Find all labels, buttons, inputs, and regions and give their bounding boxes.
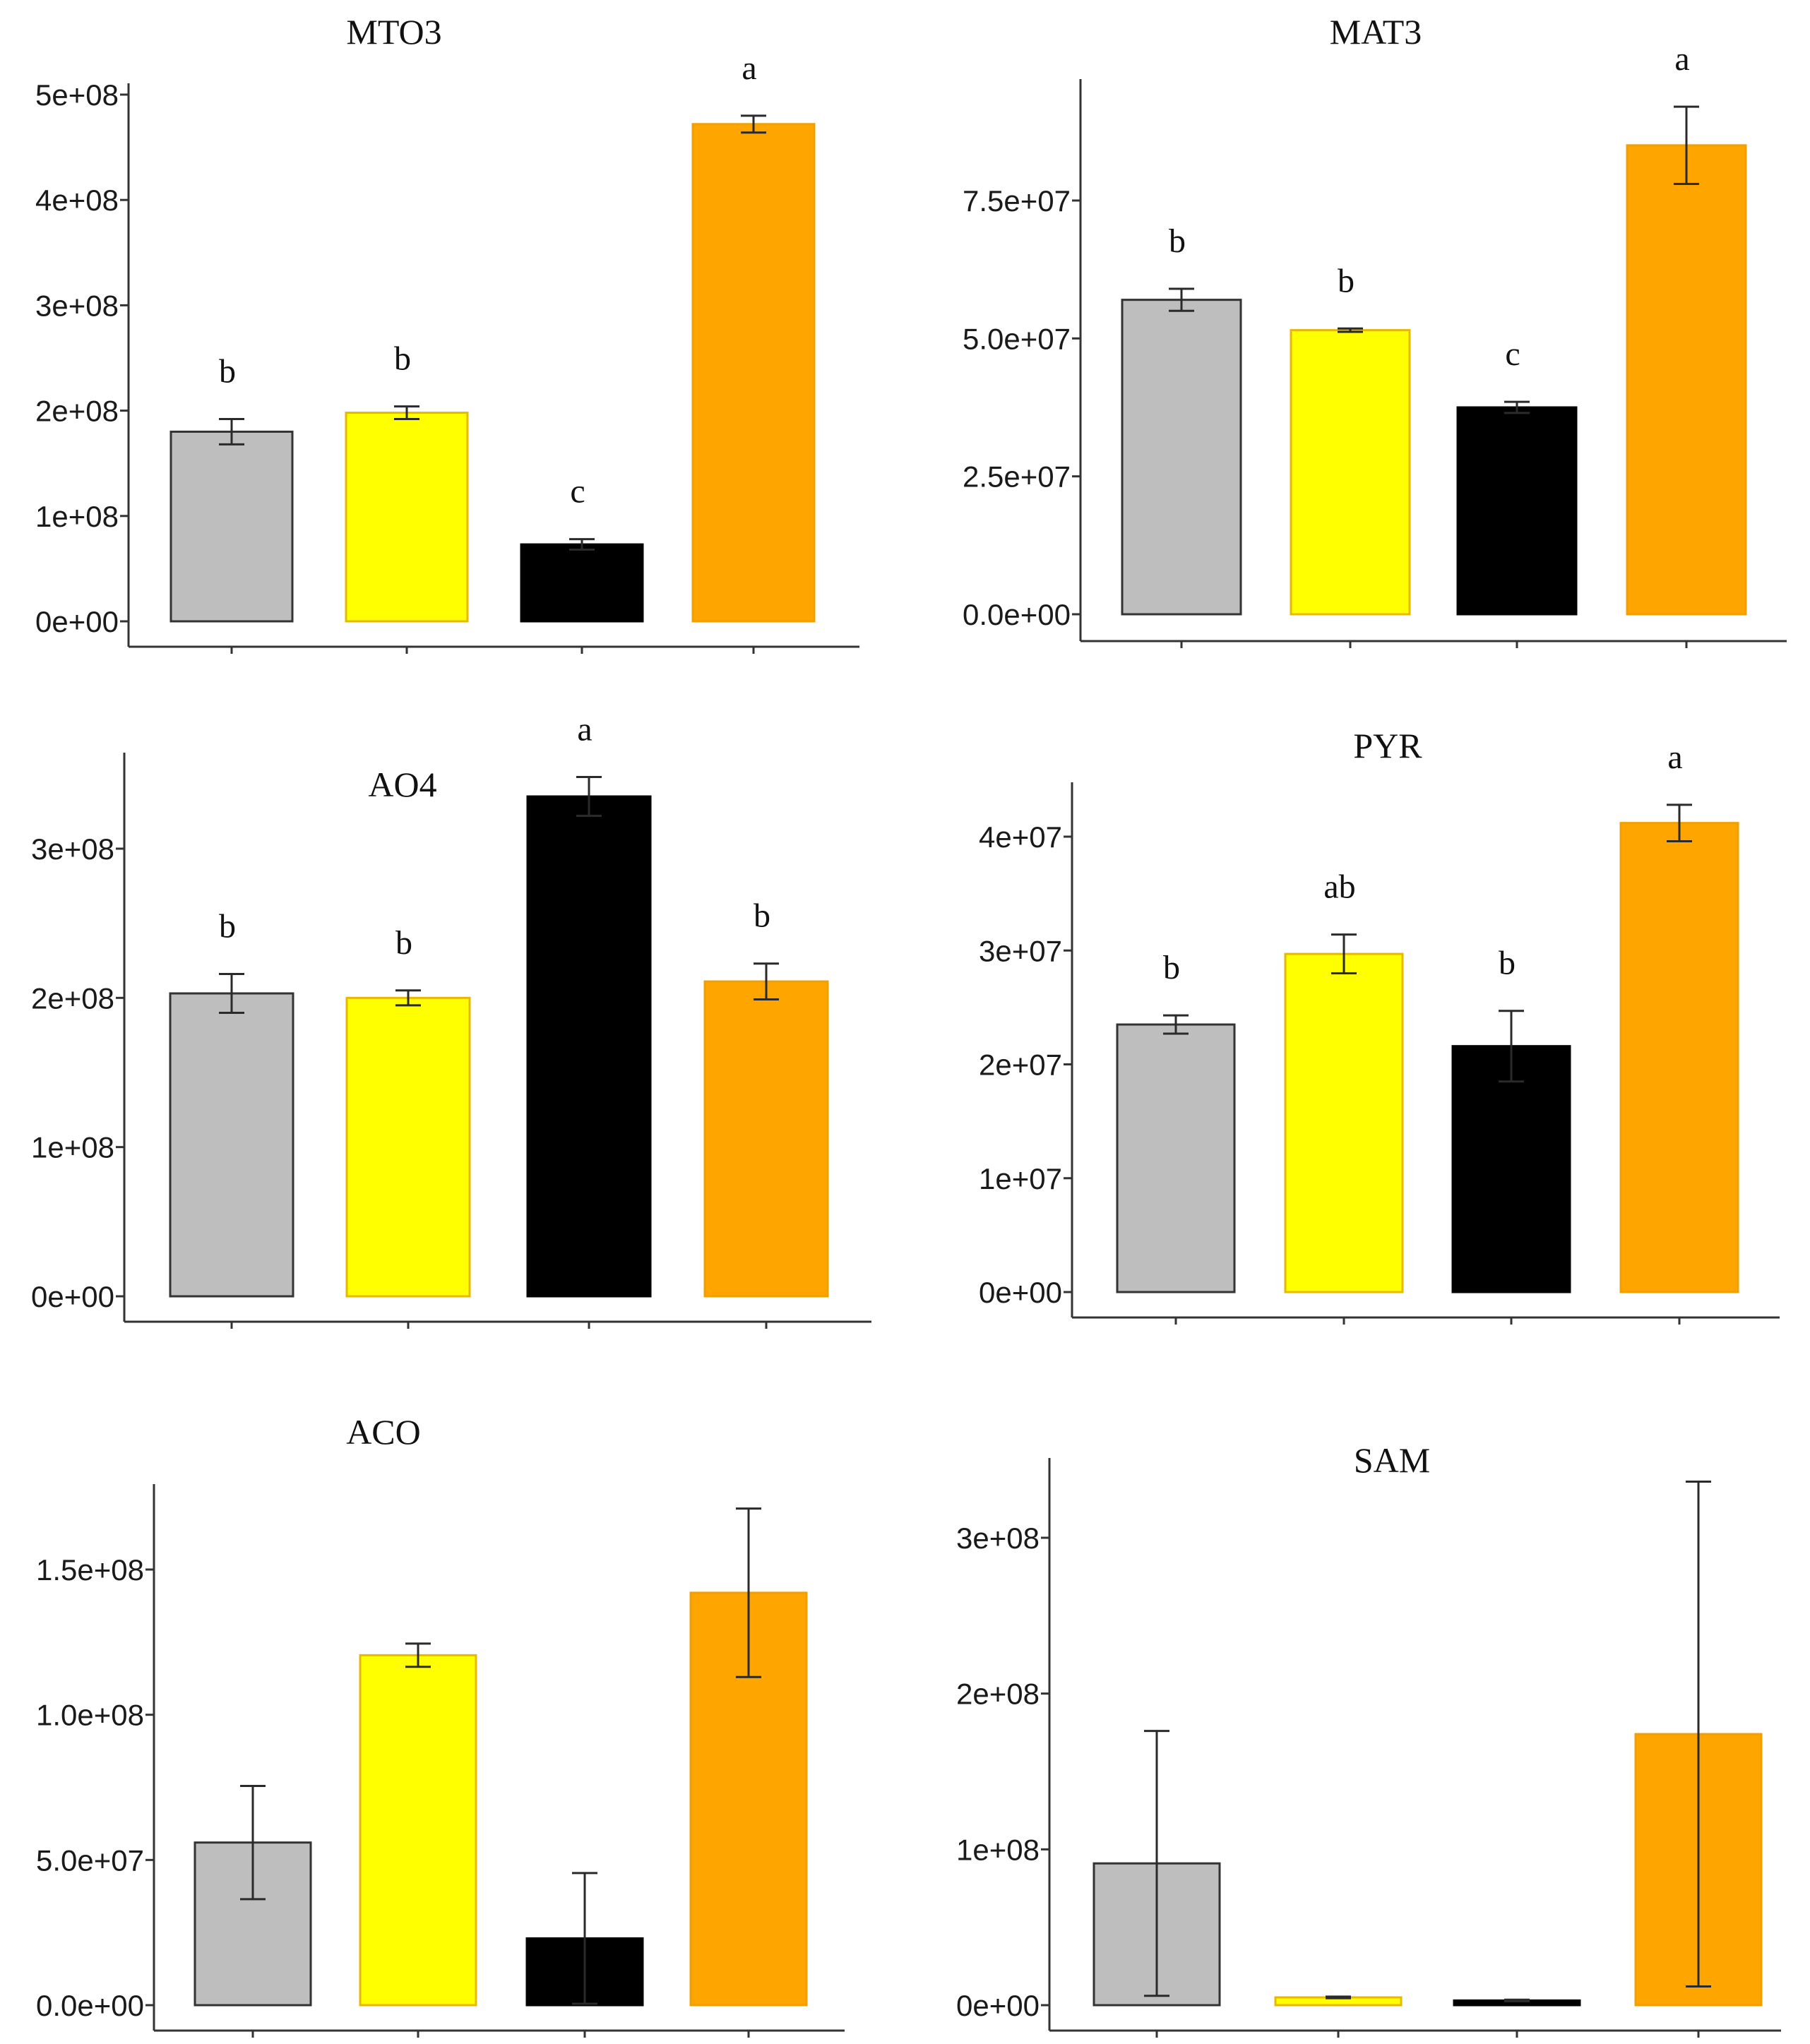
y-tick-label: 2e+08 [35, 395, 119, 428]
chart-panel-aco: ACO 0.0e+00 5.0e+07 1.0e+08 1.5e+08 [36, 1412, 845, 2038]
bar-2 [1290, 329, 1411, 616]
y-tick-label: 3e+08 [35, 289, 119, 322]
y-tick-label: 4e+08 [35, 184, 119, 217]
significance-label: b [754, 897, 770, 935]
chart-title: AO4 [368, 765, 436, 804]
significance-label: a [1674, 40, 1689, 78]
y-tick-label: 0.0e+00 [36, 1989, 144, 2022]
chart-panel-sam: SAM 0e+00 1e+08 2e+08 3e+08 [956, 1440, 1781, 2038]
chart-title: ACO [346, 1412, 421, 1452]
chart-title: SAM [1354, 1440, 1430, 1480]
y-tick-label: 3e+08 [956, 1522, 1040, 1555]
y-tick-label: 0e+00 [31, 1280, 114, 1313]
y-tick-label: 3e+08 [31, 832, 114, 866]
bar-3 [526, 795, 652, 1298]
chart-panel-ao4: AO4 0e+00 1e+08 2e+08 3e+08 b b a b [31, 711, 871, 1329]
bar-1 [169, 992, 294, 1298]
y-tick-label: 5e+08 [35, 78, 119, 112]
bar-2 [359, 1654, 477, 2007]
significance-label: b [219, 908, 236, 945]
chart-panel-pyr: PYR 0e+00 1e+07 2e+07 3e+07 4e+07 b ab b a [979, 726, 1780, 1325]
bar-3 [1456, 406, 1578, 616]
significance-label: ab [1323, 868, 1355, 906]
significance-label: b [395, 924, 412, 962]
y-tick-label: 1.5e+08 [36, 1553, 144, 1586]
significance-label: b [219, 353, 236, 390]
y-tick-label: 1e+08 [956, 1833, 1040, 1866]
y-tick-label: 3e+07 [979, 934, 1062, 967]
chart-panel-mto3: MTO3 0e+00 1e+08 2e+08 3e+08 4e+08 5e+08 b b c a [35, 12, 859, 654]
y-tick-label: 7.5e+07 [963, 184, 1071, 217]
bar-2 [345, 996, 471, 1298]
chart-panel-mat3: MAT3 0.0e+00 2.5e+07 5.0e+07 7.5e+07 b b c a [963, 12, 1787, 648]
chart-title: MAT3 [1330, 12, 1422, 52]
significance-label: a [577, 711, 592, 748]
y-tick-label: 5.0e+07 [36, 1843, 144, 1877]
bar-4 [1619, 822, 1739, 1293]
significance-label: a [742, 49, 756, 87]
bar-3 [1451, 1045, 1571, 1293]
y-tick-label: 2e+08 [31, 981, 114, 1015]
chart-title: PYR [1353, 726, 1422, 765]
y-tick-label: 2e+08 [956, 1678, 1040, 1711]
y-tick-label: 0e+00 [956, 1989, 1040, 2022]
y-tick-label: 0.0e+00 [963, 598, 1071, 631]
y-tick-label: 1e+08 [31, 1131, 114, 1164]
y-tick-label: 1e+08 [35, 500, 119, 533]
y-tick-label: 0e+00 [35, 605, 119, 638]
significance-label: b [1499, 945, 1516, 982]
significance-label: c [1505, 335, 1520, 373]
significance-label: b [1163, 949, 1180, 986]
y-tick-label: 2e+07 [979, 1048, 1062, 1082]
bar-1 [1121, 299, 1242, 616]
significance-label: a [1667, 739, 1682, 776]
bar-1 [1116, 1023, 1236, 1293]
significance-label: b [1169, 222, 1186, 260]
y-tick-label: 2.5e+07 [963, 460, 1071, 494]
y-tick-label: 1e+07 [979, 1162, 1062, 1195]
bar-4 [1626, 144, 1747, 616]
y-tick-label: 5.0e+07 [963, 322, 1071, 355]
chart-title: MTO3 [346, 12, 441, 52]
y-tick-label: 1.0e+08 [36, 1699, 144, 1732]
bar-2 [345, 412, 469, 623]
bar-4 [703, 980, 829, 1298]
y-tick-label: 4e+07 [979, 820, 1062, 854]
significance-label: b [1338, 262, 1354, 299]
bar-2 [1284, 952, 1404, 1293]
bar-3 [520, 543, 644, 623]
significance-label: b [394, 340, 411, 378]
y-tick-label: 0e+00 [979, 1276, 1062, 1309]
bar-4 [691, 123, 816, 623]
bar-1 [169, 430, 294, 623]
significance-label: c [570, 473, 585, 510]
